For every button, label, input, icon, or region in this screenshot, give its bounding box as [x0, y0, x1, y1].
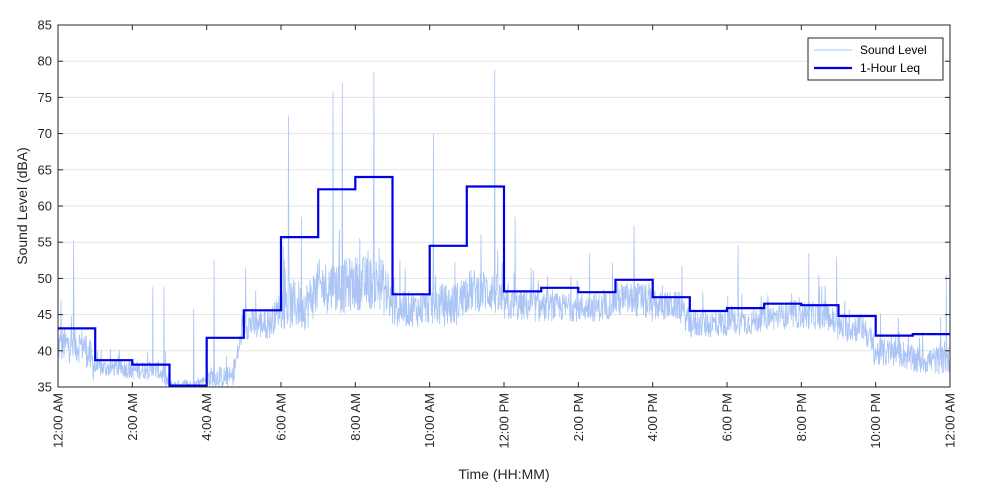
y-tick-label: 85 [38, 18, 52, 33]
legend-label-sound-level: Sound Level [860, 43, 927, 57]
y-tick-label: 65 [38, 162, 52, 177]
y-tick-label: 45 [38, 307, 52, 322]
x-tick-label: 2:00 AM [125, 393, 140, 441]
series-1-hour-leq-line [58, 175, 950, 387]
x-tick-label: 4:00 PM [645, 393, 660, 441]
y-tick-label: 35 [38, 380, 52, 395]
y-axis: 35 40 45 50 55 60 65 70 75 80 85 [38, 18, 950, 395]
x-tick-label: 2:00 PM [571, 393, 586, 441]
x-axis-title: Time (HH:MM) [458, 466, 549, 482]
x-axis: 12:00 AM 2:00 AM 4:00 AM 6:00 AM 8:00 AM 10:0… [51, 25, 958, 449]
x-tick-label: 6:00 AM [274, 393, 289, 441]
y-axis-title: Sound Level (dBA) [14, 147, 30, 265]
y-tick-label: 80 [38, 54, 52, 69]
legend: Sound Level 1-Hour Leq [807, 37, 944, 81]
y-tick-label: 60 [38, 199, 52, 214]
x-tick-label: 8:00 AM [348, 393, 363, 441]
y-tick-label: 55 [38, 235, 52, 250]
y-tick-label: 40 [38, 343, 52, 358]
x-tick-label: 4:00 AM [199, 393, 214, 441]
legend-box [807, 37, 944, 81]
x-tick-label: 12:00 AM [51, 393, 66, 448]
x-tick-label: 6:00 PM [720, 393, 735, 441]
y-tick-label: 50 [38, 271, 52, 286]
y-tick-label: 75 [38, 90, 52, 105]
x-tick-label: 10:00 AM [422, 393, 437, 448]
plot-series [57, 69, 951, 388]
y-tick-label: 70 [38, 126, 52, 141]
x-tick-label: 8:00 PM [794, 393, 809, 441]
x-tick-label: 10:00 PM [868, 393, 883, 449]
x-tick-label: 12:00 PM [497, 393, 512, 449]
x-tick-label: 12:00 AM [943, 393, 958, 448]
legend-label-1-hour-leq: 1-Hour Leq [860, 61, 920, 75]
